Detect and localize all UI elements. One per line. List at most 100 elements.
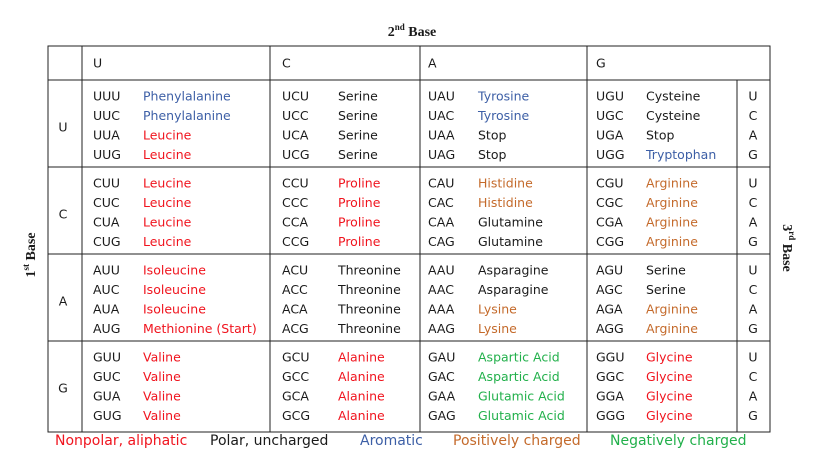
legend-item: Polar, uncharged: [210, 433, 328, 449]
legend-item: Nonpolar, aliphatic: [55, 433, 187, 449]
codon: AUG: [93, 321, 120, 336]
third-base: A: [749, 128, 758, 143]
amino-acid: Leucine: [143, 176, 192, 191]
amino-acid: Methionine (Start): [143, 321, 257, 336]
third-base: U: [748, 176, 757, 191]
amino-acid: Tyrosine: [477, 89, 530, 104]
amino-acid: Aspartic Acid: [478, 350, 560, 365]
amino-acid: Arginine: [646, 302, 698, 317]
amino-acid: Leucine: [143, 215, 192, 230]
codon: UGC: [596, 108, 624, 123]
amino-acid: Threonine: [337, 282, 401, 297]
codon: CAC: [428, 195, 454, 210]
amino-acid: Lysine: [478, 321, 517, 336]
amino-acid: Leucine: [143, 234, 192, 249]
third-base-title: 3rd Base: [779, 224, 797, 272]
amino-acid: Valine: [143, 369, 181, 384]
codon: UGU: [596, 89, 624, 104]
codon: GGC: [596, 369, 624, 384]
amino-acid: Alanine: [338, 369, 385, 384]
codon: CGU: [596, 176, 624, 191]
codon: GAG: [428, 408, 456, 423]
amino-acid: Glycine: [646, 408, 693, 423]
amino-acid: Serine: [338, 128, 378, 143]
third-base: A: [749, 389, 758, 404]
text: Base: [779, 244, 794, 272]
codon: CUA: [93, 215, 120, 230]
amino-acid: Stop: [646, 128, 674, 143]
codon: AUC: [93, 282, 120, 297]
first-base: A: [59, 294, 68, 309]
amino-acid: Isoleucine: [143, 302, 206, 317]
sup: nd: [395, 22, 405, 32]
amino-acid: Isoleucine: [143, 263, 206, 278]
codon: UUA: [93, 128, 120, 143]
codon: AAU: [428, 263, 455, 278]
first-base: C: [59, 207, 68, 222]
codon: GGU: [596, 350, 625, 365]
amino-acid: Arginine: [646, 176, 698, 191]
codon: CAA: [428, 215, 455, 230]
amino-acid: Valine: [143, 408, 181, 423]
codon: CGG: [596, 234, 624, 249]
codon: CAG: [428, 234, 455, 249]
amino-acid: Lysine: [478, 302, 517, 317]
num: 2: [388, 25, 395, 40]
text: Base: [408, 25, 436, 40]
codon: CUG: [93, 234, 121, 249]
third-base: A: [749, 302, 758, 317]
codon: UAG: [428, 147, 455, 162]
num: 3: [779, 224, 794, 231]
third-base: C: [749, 282, 758, 297]
amino-acid: Histidine: [478, 176, 533, 191]
third-base: G: [748, 234, 758, 249]
amino-acid: Proline: [338, 215, 381, 230]
amino-acid: Arginine: [646, 195, 698, 210]
codon: ACC: [282, 282, 308, 297]
codon: AAA: [428, 302, 455, 317]
second-base-title: 2nd Base: [388, 22, 437, 40]
amino-acid: Alanine: [338, 350, 385, 365]
first-base: U: [58, 120, 67, 135]
codon: CGA: [596, 215, 623, 230]
third-base: U: [748, 350, 757, 365]
codon: GUC: [93, 369, 121, 384]
amino-acid: Proline: [338, 234, 381, 249]
amino-acid: Stop: [478, 147, 506, 162]
column-header: U: [93, 56, 102, 71]
amino-acid: Arginine: [646, 234, 698, 249]
codon: GCG: [282, 408, 310, 423]
codon: AGG: [596, 321, 624, 336]
third-base: A: [749, 215, 758, 230]
column-header: C: [282, 56, 291, 71]
codon: GAU: [428, 350, 455, 365]
codon: AAG: [428, 321, 455, 336]
amino-acid: Leucine: [143, 128, 192, 143]
amino-acid: Serine: [646, 282, 686, 297]
amino-acid: Arginine: [646, 321, 698, 336]
codon: GCU: [282, 350, 310, 365]
amino-acid: Serine: [338, 147, 378, 162]
amino-acid: Glutamine: [478, 234, 543, 249]
codon: GCC: [282, 369, 309, 384]
codon: AGU: [596, 263, 623, 278]
codon: CCA: [282, 215, 308, 230]
table-frame: [47, 45, 771, 433]
amino-acid: Proline: [338, 195, 381, 210]
codon: UGG: [596, 147, 625, 162]
codon: CUC: [93, 195, 120, 210]
amino-acid: Valine: [143, 389, 181, 404]
num: 1: [24, 271, 39, 278]
codon: AAC: [428, 282, 454, 297]
codon: ACA: [282, 302, 308, 317]
amino-acid: Threonine: [337, 263, 401, 278]
sup: st: [21, 264, 31, 271]
legend-item: Positively charged: [453, 433, 581, 449]
amino-acid: Valine: [143, 350, 181, 365]
codon: CCC: [282, 195, 308, 210]
codon: AUU: [93, 263, 120, 278]
text: Base: [24, 233, 39, 261]
amino-acid: Glycine: [646, 369, 693, 384]
codon: GAC: [428, 369, 455, 384]
